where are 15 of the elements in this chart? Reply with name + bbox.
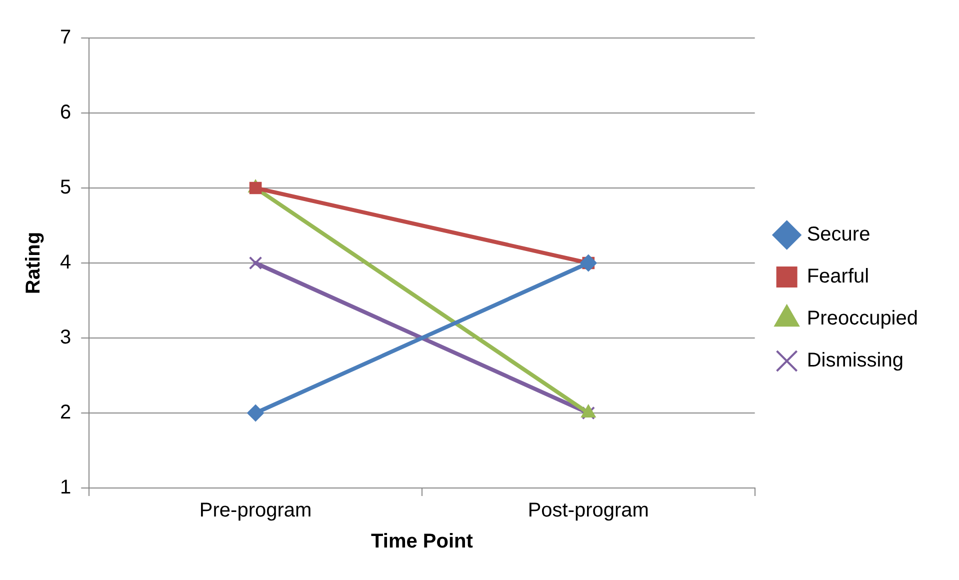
y-axis-title: Rating [22,232,45,294]
x-tick-label: Post-program [528,500,649,522]
legend-label: Preoccupied [806,308,918,330]
x-axis-title: Time Point [371,530,474,553]
y-tick-label: 4 [60,252,72,274]
y-tick-label: 5 [60,176,72,199]
y-tick-label: 6 [60,102,72,124]
y-tick-label: 1 [60,476,72,499]
legend-label: Fearful [806,266,870,288]
y-tick-label: 7 [60,26,72,49]
legend-label: Secure [806,224,870,246]
legend-label: Dismissing [806,350,904,372]
y-tick-label: 2 [60,402,72,424]
x-tick-label: Pre-program [199,500,312,522]
y-tick-label: 3 [60,326,72,349]
